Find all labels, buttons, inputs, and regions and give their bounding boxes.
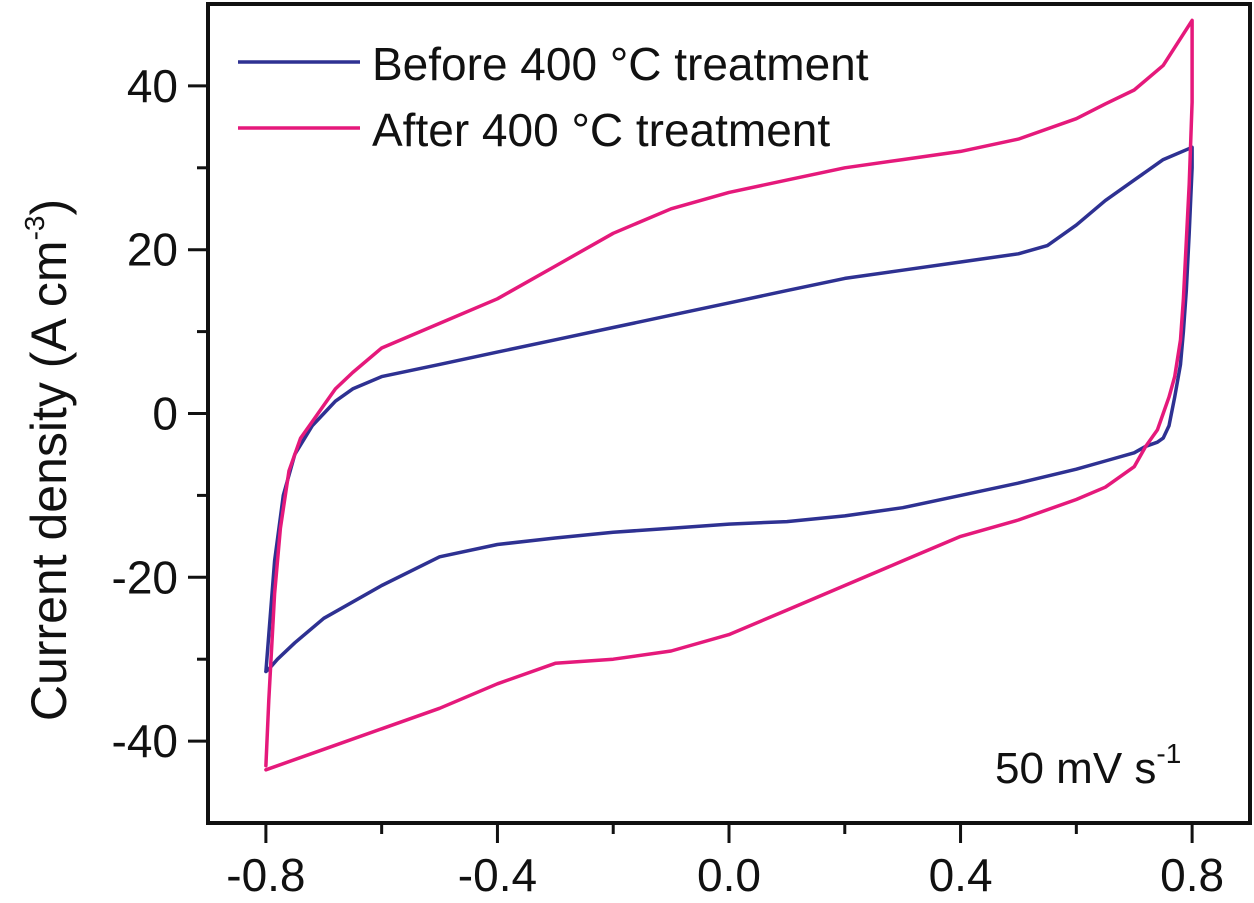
legend-label-before: Before 400 °C treatment <box>372 38 869 90</box>
y-tick-label: -20 <box>112 551 178 603</box>
x-tick-label: 0.0 <box>697 849 761 901</box>
series-layer <box>264 18 1194 772</box>
x-axis-ticks: -0.8 -0.4 0.0 0.4 0.8 <box>226 823 1224 901</box>
y-axis-title-exponent: -3 <box>19 216 50 241</box>
y-tick-label: 20 <box>127 224 178 276</box>
y-tick-label: -40 <box>112 715 178 767</box>
series-line-before <box>264 145 1194 674</box>
y-axis-title: Current density (A cm-3) <box>19 199 77 721</box>
series-line-after <box>264 18 1194 772</box>
y-axis-title-close: ) <box>21 199 77 216</box>
y-axis-title-text: Current density (A cm <box>21 240 77 721</box>
legend-label-after: After 400 °C treatment <box>372 104 830 156</box>
minor-ticks <box>197 166 1078 834</box>
legend: Before 400 °C treatment After 400 °C tre… <box>238 38 869 156</box>
y-tick-label: 40 <box>127 60 178 112</box>
y-tick-label: 0 <box>152 388 178 440</box>
x-tick-label: 0.4 <box>929 849 993 901</box>
x-tick-label: -0.4 <box>458 849 537 901</box>
scan-rate-text: 50 mV s <box>995 744 1156 793</box>
x-tick-label: -0.8 <box>226 849 305 901</box>
x-tick-label: 0.8 <box>1160 849 1224 901</box>
scan-rate-annotation: 50 mV s-1 <box>995 738 1181 793</box>
scan-rate-exponent: -1 <box>1156 738 1181 769</box>
y-axis-ticks: -40 -20 0 20 40 <box>112 60 208 767</box>
